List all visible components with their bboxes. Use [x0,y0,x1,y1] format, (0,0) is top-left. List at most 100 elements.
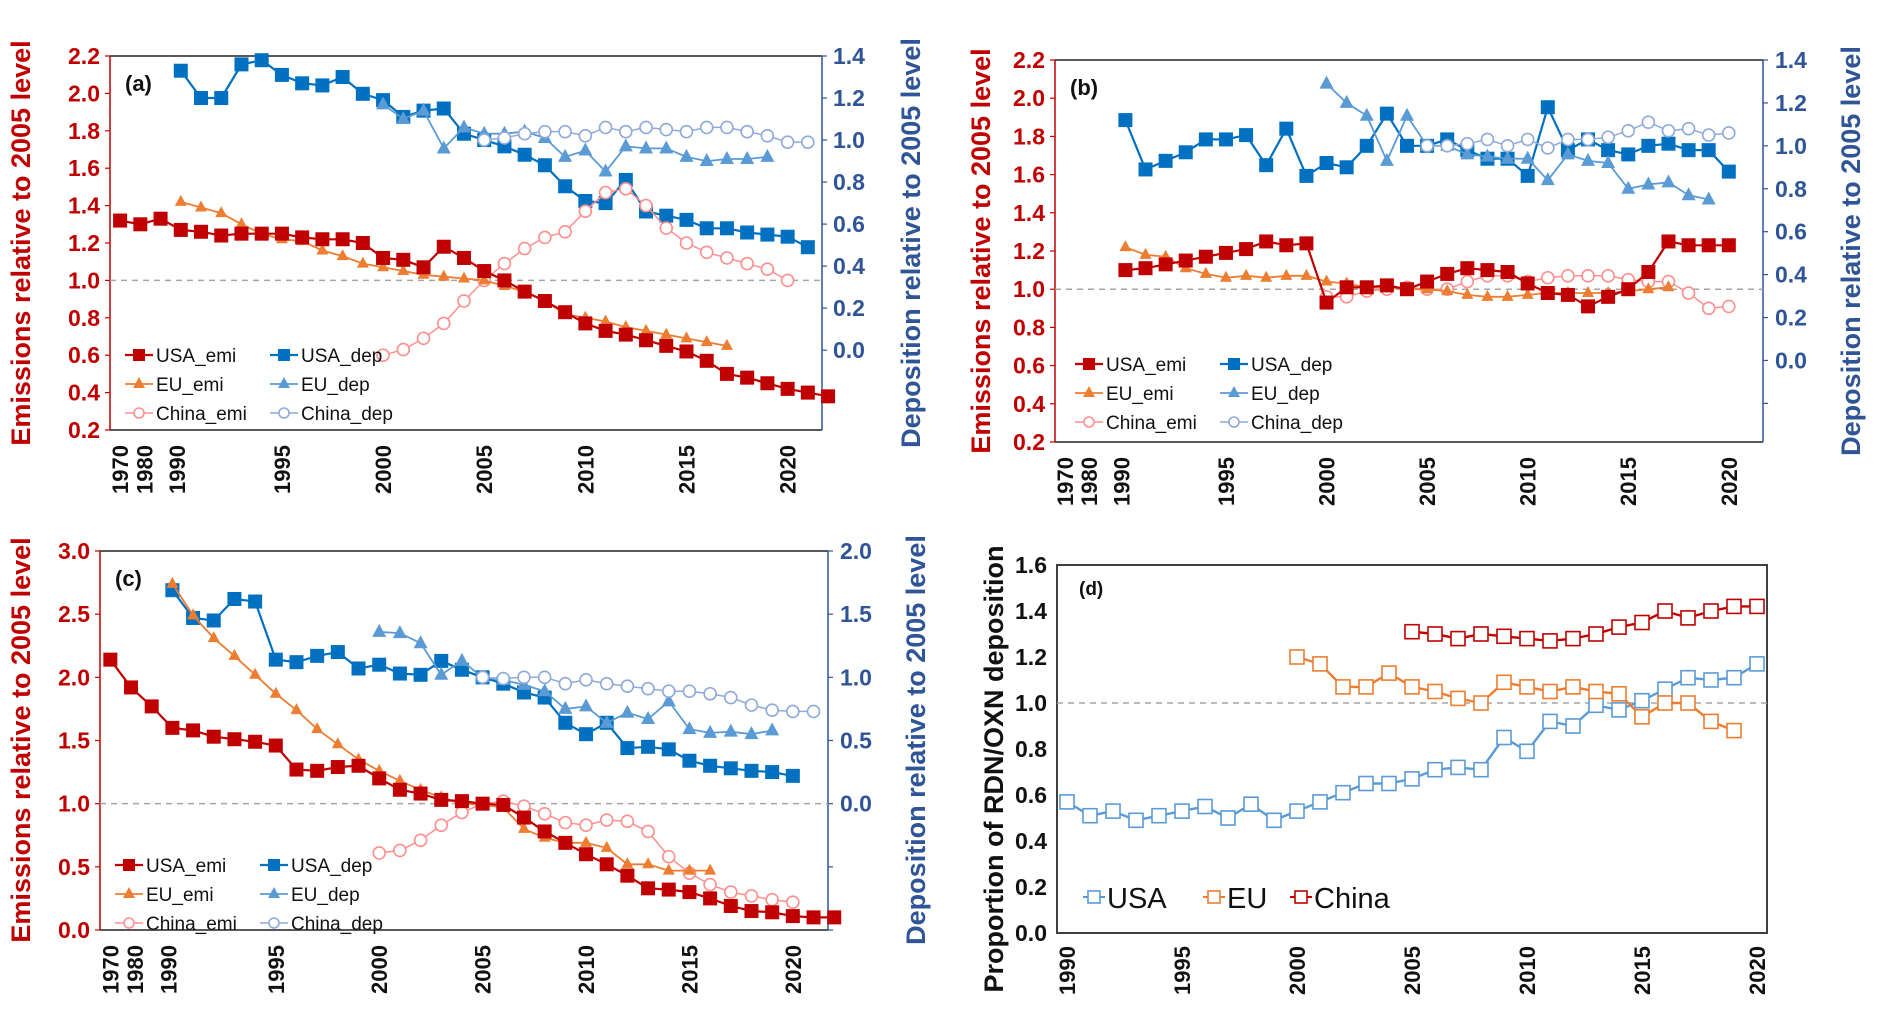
usa-point [1703,672,1719,688]
usa-dep-point [413,667,428,682]
eu-point [1657,695,1673,711]
legend-marker [1207,890,1221,904]
y-tick-label: 1.6 [1015,552,1047,578]
usa-emi-point [1178,253,1193,268]
usa-point [1634,692,1650,709]
usa-point [1565,718,1581,734]
eu-dep-point [1460,146,1475,160]
eu-emi-point [1501,289,1514,301]
usa-dep-point [254,53,269,68]
usa-emi-point [1379,278,1394,293]
usa-dep-point [1641,138,1656,153]
legend-marker [123,887,135,898]
usa-dep-point [315,78,330,93]
china-dep-point [1722,126,1736,140]
usa-dep-point [558,179,573,194]
usa-emi-point [1601,289,1616,304]
usa-emi-point [1399,282,1414,297]
usa-dep-point [1339,160,1354,175]
left-tick-label: 2.0 [58,664,90,690]
china-dep-point [661,684,676,699]
usa-emi-point [496,797,511,812]
eu-emi-point [437,269,450,281]
right-tick-label: 1.4 [833,43,865,69]
series-china-dep [475,670,821,719]
china-dep-point [744,698,759,712]
china-dep-line [1427,121,1729,149]
china-emi-point [578,204,593,219]
left-tick-label: 2.2 [1013,47,1045,73]
usa-emi-point [173,222,188,237]
eu-emi-point [269,686,282,698]
panel-label: (d) [1079,579,1103,600]
eu-dep-point [661,693,676,707]
china-emi-point [396,342,411,357]
usa-dep-point [1379,106,1394,121]
eu-point [1404,679,1420,695]
legend-item-china-emi: China_emi [1075,413,1197,434]
legend: USA_emi EU_emi China_emi USA_dep EU_dep China… [1075,355,1343,434]
legend-marker [268,887,280,898]
left-tick-label: 1.8 [1013,123,1045,149]
legend-item-usa-emi: USA_emi [1075,355,1186,376]
china-emi-point [1540,270,1555,285]
usa-dep-point [1279,121,1294,136]
usa-dep-point [744,763,759,778]
usa-emi-point [679,344,694,359]
china-dep-point [598,120,613,135]
china-emi-point [620,814,635,829]
legend: USA EU China [1083,883,1391,915]
china-emi-point [372,846,387,860]
legend-marker [268,859,280,871]
left-tick-label: 0.8 [68,305,100,331]
china-emi-point [599,813,614,827]
usa-emi-point [699,353,714,368]
china-emi-point [558,815,573,830]
eu-point [1542,683,1558,700]
legend-marker [133,377,145,388]
right-tick-label: 0.0 [833,337,865,363]
eu-emi-point [316,243,329,255]
eu-point [1611,685,1627,702]
legend-marker [1228,416,1240,428]
usa-dep-point [1299,168,1314,183]
usa-emi-point [186,723,201,738]
usa-emi-point [659,338,674,353]
usa-emi-point [1460,261,1475,276]
usa-emi-point [1661,234,1676,249]
china-point [1634,614,1650,631]
x-tick-label: 2015 [674,445,699,494]
usa-emi-point [103,652,118,667]
china-point [1565,630,1581,647]
usa-emi-point [206,729,221,744]
usa-emi-point [153,211,168,226]
china-emi-point [598,185,613,200]
usa-dep-point [1621,147,1636,162]
left-tick-label: 0.6 [1013,353,1045,379]
usa-dep-point [760,227,775,242]
usa-dep-point [661,742,676,757]
china-point [1427,626,1443,642]
china-dep-point [1641,115,1656,130]
left-tick-label: 1.4 [68,193,100,219]
usa-dep-point [703,758,718,773]
china-emi-point [1681,286,1696,300]
legend-item-china: China [1290,883,1391,915]
china-dep-point [1661,124,1676,138]
china-emi-point [1581,269,1595,283]
eu-emi-line [180,201,728,347]
china-dep-point [806,704,821,719]
x-tick-label: 1970 [98,945,123,994]
legend-item-usa: USA [1083,883,1167,915]
panel-b: 0.2 0.4 0.6 0.8 1.0 1.2 1.4 1.6 1.8 2.0 2.2 0.0 0.2 0… [966,46,1866,506]
eu-dep-point [599,714,614,728]
legend: USA_emi EU_emi China_emi USA_dep EU_dep China… [125,346,393,425]
series-usa-emi [103,652,842,925]
usa-emi-point [234,226,249,241]
left-axis-title: Emissions relative to 2005 level [6,537,36,942]
usa-emi-point [682,885,697,900]
usa-point [1404,771,1420,787]
china-emi-point [1601,269,1615,283]
usa-dep-point [517,147,532,162]
x-tick-label: 1995 [264,945,289,994]
